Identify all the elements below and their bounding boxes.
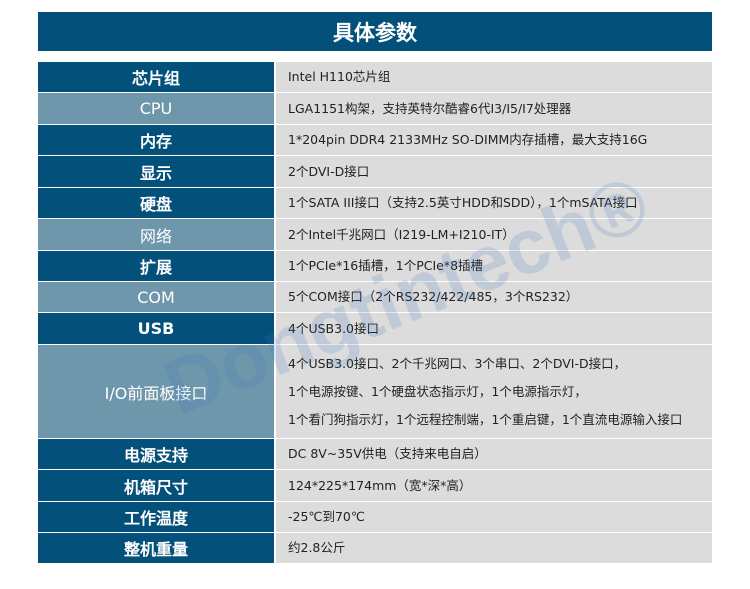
spec-label: 扩展 [38,251,276,281]
spec-value: 2个Intel千兆网口（I219-LM+I210-IT） [276,219,712,250]
spec-label: 芯片组 [38,62,276,92]
spec-value-line: 1个看门狗指示灯，1个远程控制端，1个重启键，1个直流电源输入接口 [288,411,683,427]
spec-value-line: 1个SATA III接口（支持2.5英寸HDD和SDD），1个mSATA接口 [288,195,638,210]
spec-label: 显示 [38,156,276,187]
spec-label: USB [38,313,276,344]
spec-label: 机箱尺寸 [38,470,276,501]
spec-value-line: 2个Intel千兆网口（I219-LM+I210-IT） [288,226,515,242]
spec-label: CPU [38,93,276,124]
spec-value: 4个USB3.0接口、2个千兆网口、3个串口、2个DVI-D接口， 1个电源按键、… [276,345,712,438]
spec-row: 机箱尺寸 124*225*174mm（宽*深*高） [38,470,712,502]
spec-value: -25℃到70℃ [276,502,712,532]
spec-label: COM [38,282,276,312]
spec-value-line: -25℃到70℃ [288,509,365,524]
spec-value: 1*204pin DDR4 2133MHz SO-DIMM内存插槽，最大支持16… [276,125,712,155]
spec-value: 5个COM接口（2个RS232/422/485，3个RS232） [276,282,712,312]
spec-value-line: Intel H110芯片组 [288,69,391,84]
spec-value-line: 4个USB3.0接口 [288,320,379,336]
spec-row: COM 5个COM接口（2个RS232/422/485，3个RS232） [38,282,712,313]
spec-value: 1个PCIe*16插槽，1个PCIe*8插槽 [276,251,712,281]
spec-value: Intel H110芯片组 [276,62,712,92]
spec-label: 内存 [38,125,276,155]
spec-value: 1个SATA III接口（支持2.5英寸HDD和SDD），1个mSATA接口 [276,188,712,218]
spec-row: 内存 1*204pin DDR4 2133MHz SO-DIMM内存插槽，最大支持… [38,125,712,156]
spec-value-line: 4个USB3.0接口、2个千兆网口、3个串口、2个DVI-D接口， [288,355,627,371]
spec-value-line: 2个DVI-D接口 [288,163,370,179]
spec-row: USB 4个USB3.0接口 [38,313,712,345]
spec-table: 芯片组 Intel H110芯片组 CPU LGA1151构架，支持英特尔酷睿6代I3… [38,62,712,564]
spec-label: 电源支持 [38,439,276,469]
spec-value: 4个USB3.0接口 [276,313,712,344]
spec-title-bar: 具体参数 [38,12,712,51]
spec-value-line: LGA1151构架，支持英特尔酷睿6代I3/I5/I7处理器 [288,100,572,116]
spec-label: I/O前面板接口 [38,345,276,438]
spec-row: CPU LGA1151构架，支持英特尔酷睿6代I3/I5/I7处理器 [38,93,712,125]
spec-row: 网络 2个Intel千兆网口（I219-LM+I210-IT） [38,219,712,251]
spec-value-line: 1个电源按键、1个硬盘状态指示灯，1个电源指示灯， [288,383,587,399]
spec-value: 124*225*174mm（宽*深*高） [276,470,712,501]
spec-label: 网络 [38,219,276,250]
spec-label: 硬盘 [38,188,276,218]
spec-value-line: 5个COM接口（2个RS232/422/485，3个RS232） [288,289,579,304]
spec-value: 2个DVI-D接口 [276,156,712,187]
spec-label: 工作温度 [38,502,276,532]
spec-value-line: 124*225*174mm（宽*深*高） [288,477,472,493]
spec-label: 整机重量 [38,533,276,563]
spec-row: 扩展 1个PCIe*16插槽，1个PCIe*8插槽 [38,251,712,282]
spec-row: 硬盘 1个SATA III接口（支持2.5英寸HDD和SDD），1个mSATA接口 [38,188,712,219]
spec-value-line: DC 8V~35V供电（支持来电自启） [288,446,487,461]
spec-row: 工作温度 -25℃到70℃ [38,502,712,533]
spec-row: 电源支持 DC 8V~35V供电（支持来电自启） [38,439,712,470]
spec-value-line: 1*204pin DDR4 2133MHz SO-DIMM内存插槽，最大支持16… [288,132,648,147]
spec-value: DC 8V~35V供电（支持来电自启） [276,439,712,469]
page-title: 具体参数 [333,20,417,45]
spec-value-line: 1个PCIe*16插槽，1个PCIe*8插槽 [288,258,484,273]
spec-row: 显示 2个DVI-D接口 [38,156,712,188]
spec-value: LGA1151构架，支持英特尔酷睿6代I3/I5/I7处理器 [276,93,712,124]
spec-row: 整机重量 约2.8公斤 [38,533,712,564]
spec-value-line: 约2.8公斤 [288,540,346,555]
spec-row: 芯片组 Intel H110芯片组 [38,62,712,93]
spec-value: 约2.8公斤 [276,533,712,563]
spec-row: I/O前面板接口 4个USB3.0接口、2个千兆网口、3个串口、2个DVI-D接口… [38,345,712,439]
